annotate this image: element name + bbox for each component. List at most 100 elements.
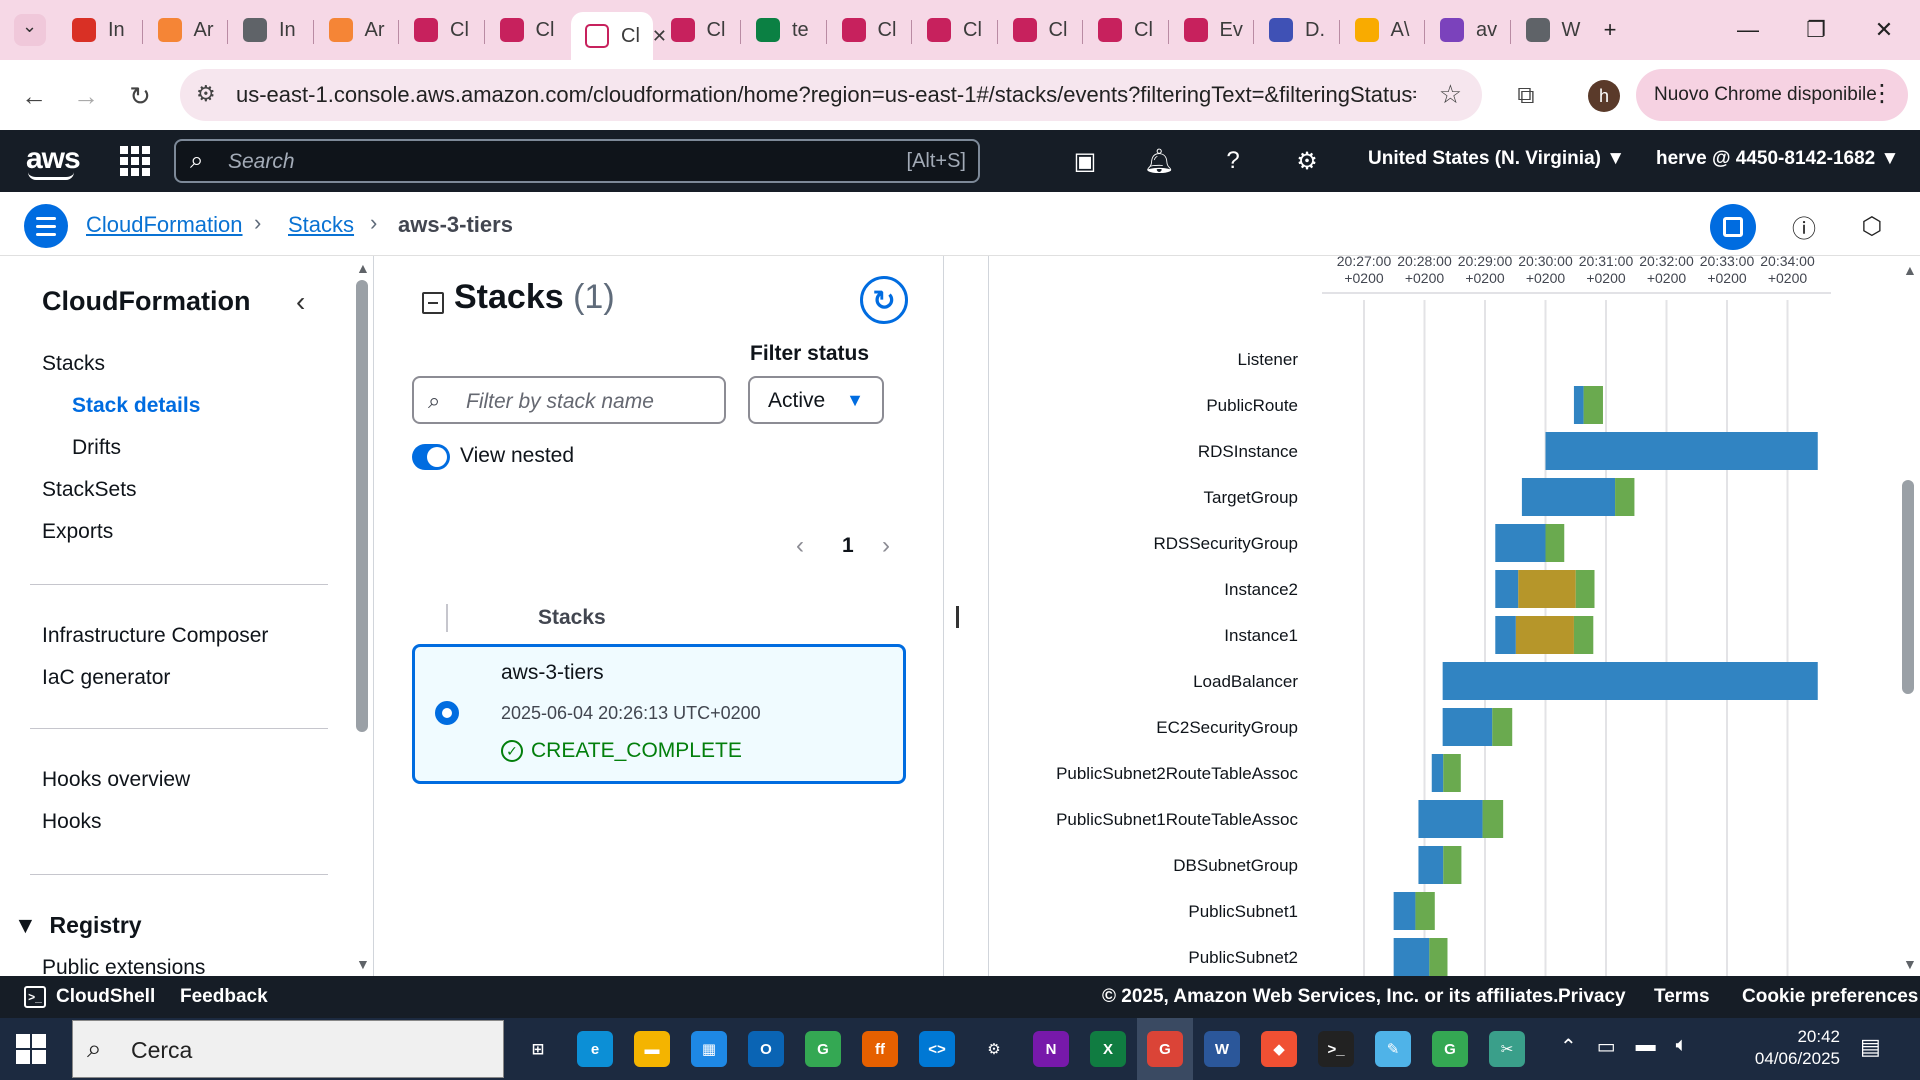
browser-tab[interactable]: Cl: [999, 12, 1081, 48]
browser-tab[interactable]: Cl: [913, 12, 995, 48]
timeline-scrollbar[interactable]: [1902, 480, 1914, 694]
volume-icon[interactable]: 🔈︎: [1675, 1034, 1688, 1056]
restore-button[interactable]: ❐: [1806, 17, 1826, 42]
taskbar-app-excel-icon[interactable]: X: [1090, 1031, 1126, 1067]
browser-tab[interactable]: D.: [1255, 12, 1337, 48]
windows-start-button[interactable]: [16, 1034, 46, 1064]
filter-status-select[interactable]: Active ▼: [748, 376, 884, 424]
stack-radio-button[interactable]: [435, 701, 459, 725]
browser-tab[interactable]: Cl ✕: [571, 12, 667, 60]
taskbar-app-edge-icon[interactable]: e: [577, 1031, 613, 1067]
view-nested-toggle[interactable]: [412, 444, 450, 470]
cloudshell-icon[interactable]: ▣: [1073, 147, 1097, 175]
site-info-icon[interactable]: ⚙: [196, 81, 216, 106]
minimize-button[interactable]: —: [1737, 17, 1759, 42]
browser-tab[interactable]: Ev: [1170, 12, 1252, 48]
aws-logo[interactable]: aws: [26, 142, 81, 180]
sidebar-item-public-extensions[interactable]: Public extensions: [42, 956, 206, 976]
breadcrumb-cloudformation[interactable]: CloudFormation: [86, 212, 243, 237]
scroll-down-icon[interactable]: ▼: [1903, 956, 1917, 972]
taskbar-app-chrome-2-icon[interactable]: G: [1432, 1031, 1468, 1067]
browser-tab[interactable]: In: [58, 12, 140, 48]
browser-tab[interactable]: Cl: [486, 12, 568, 48]
browser-tab[interactable]: Cl: [828, 12, 910, 48]
taskbar-app-notepad-icon[interactable]: ✎: [1375, 1031, 1411, 1067]
browser-tab[interactable]: Ar: [315, 12, 397, 48]
taskbar-app-snipping-icon[interactable]: ✂: [1489, 1031, 1525, 1067]
profile-avatar[interactable]: h: [1588, 80, 1620, 112]
close-window-button[interactable]: ✕: [1874, 17, 1894, 42]
tray-expand-icon[interactable]: ⌃: [1560, 1036, 1577, 1058]
browser-menu-icon[interactable]: ⋮: [1870, 80, 1894, 107]
side-nav-toggle-button[interactable]: [24, 204, 68, 248]
taskbar-app-terminal-icon[interactable]: >_: [1318, 1031, 1354, 1067]
taskbar-app-onenote-icon[interactable]: N: [1033, 1031, 1069, 1067]
browser-tab[interactable]: A\: [1341, 12, 1423, 48]
services-grid-icon[interactable]: [120, 146, 150, 176]
page-number[interactable]: 1: [842, 534, 854, 557]
taskbar-search-input[interactable]: ⌕ Cerca: [72, 1020, 504, 1078]
sidebar-scrollbar[interactable]: [356, 280, 368, 732]
breadcrumb-stacks[interactable]: Stacks: [288, 212, 355, 237]
sidebar-item-infrastructure-composer[interactable]: Infrastructure Composer: [42, 624, 269, 647]
cookie-preferences-link[interactable]: Cookie preferences: [1742, 986, 1919, 1007]
reload-button[interactable]: ↻: [129, 80, 151, 111]
browser-tab[interactable]: te: [742, 12, 824, 48]
aws-search-input[interactable]: ⌕ Search [Alt+S]: [174, 139, 980, 183]
cloudshell-button[interactable]: >_ CloudShell: [24, 986, 155, 1008]
scroll-down-icon[interactable]: ▼: [356, 956, 370, 972]
browser-tab[interactable]: av: [1426, 12, 1508, 48]
panel-resize-handle[interactable]: [956, 606, 959, 628]
region-selector[interactable]: United States (N. Virginia) ▼: [1368, 148, 1626, 169]
taskbar-app-chrome-active-icon[interactable]: G: [1147, 1031, 1183, 1067]
sidebar-item-exports[interactable]: Exports: [42, 520, 114, 543]
browser-tab[interactable]: Cl: [1084, 12, 1166, 48]
notifications-icon[interactable]: ▤: [1860, 1034, 1881, 1059]
taskbar-app-vscode-icon[interactable]: <>: [919, 1031, 955, 1067]
sidebar-item-stacks[interactable]: Stacks: [42, 352, 106, 375]
taskbar-app-firefox-icon[interactable]: ff: [862, 1031, 898, 1067]
address-bar[interactable]: ⚙ us-east-1.console.aws.amazon.com/cloud…: [180, 69, 1482, 121]
taskbar-app-settings-icon[interactable]: ⚙: [976, 1031, 1012, 1067]
taskbar-app-chrome-1-icon[interactable]: G: [805, 1031, 841, 1067]
hexagon-settings-icon[interactable]: ⬡: [1861, 212, 1883, 240]
forward-button[interactable]: →: [73, 80, 99, 111]
filter-stack-name-input[interactable]: ⌕ Filter by stack name: [412, 376, 726, 424]
sidebar-section-registry[interactable]: ▼ Registry: [14, 912, 142, 938]
extensions-icon[interactable]: ⧉: [1517, 82, 1535, 109]
taskbar-clock[interactable]: 20:42 04/06/2025: [1740, 1026, 1840, 1070]
taskbar-app-word-icon[interactable]: W: [1204, 1031, 1240, 1067]
info-icon[interactable]: ⓘ: [1792, 215, 1816, 243]
sidebar-item-stack-details[interactable]: Stack details: [72, 394, 201, 417]
notifications-bell-icon[interactable]: 🔔︎: [1143, 147, 1175, 175]
sidebar-item-hooks-overview[interactable]: Hooks overview: [42, 768, 191, 791]
refresh-button[interactable]: ↻: [860, 276, 908, 324]
browser-tab[interactable]: Cl: [657, 12, 739, 48]
sidebar-item-drifts[interactable]: Drifts: [72, 436, 121, 459]
browser-tab[interactable]: Ar: [144, 12, 226, 48]
previous-page-icon[interactable]: ‹: [796, 532, 804, 559]
taskbar-app-task-view-icon[interactable]: ⊞: [520, 1031, 556, 1067]
feedback-link[interactable]: Feedback: [180, 986, 268, 1007]
sidebar-item-iac-generator[interactable]: IaC generator: [42, 666, 171, 689]
tab-search-button[interactable]: ⌄: [14, 14, 46, 46]
bookmark-star-icon[interactable]: ☆: [1438, 79, 1462, 109]
scroll-up-icon[interactable]: ▲: [1903, 262, 1917, 278]
new-tab-button[interactable]: +: [1603, 17, 1617, 42]
next-page-icon[interactable]: ›: [882, 532, 890, 559]
new-chrome-available-button[interactable]: Nuovo Chrome disponibile ⋮: [1636, 69, 1908, 121]
privacy-link[interactable]: Privacy: [1558, 986, 1626, 1007]
collapse-panel-icon[interactable]: [422, 292, 444, 314]
taskbar-app-file-explorer-icon[interactable]: ▬: [634, 1031, 670, 1067]
taskbar-app-outlook-icon[interactable]: O: [748, 1031, 784, 1067]
terms-link[interactable]: Terms: [1654, 986, 1710, 1007]
settings-gear-icon[interactable]: ⚙: [1296, 147, 1318, 175]
back-button[interactable]: ←: [21, 80, 47, 111]
browser-tab[interactable]: Cl: [400, 12, 482, 48]
stack-list-item[interactable]: aws-3-tiers 2025-06-04 20:26:13 UTC+0200…: [412, 644, 906, 784]
browser-tab[interactable]: W: [1512, 12, 1594, 48]
close-sidebar-icon[interactable]: ‹: [296, 286, 306, 317]
split-panel-icon[interactable]: [1710, 204, 1756, 250]
account-menu[interactable]: herve @ 4450-8142-1682 ▼: [1656, 148, 1900, 169]
sidebar-item-stacksets[interactable]: StackSets: [42, 478, 137, 501]
